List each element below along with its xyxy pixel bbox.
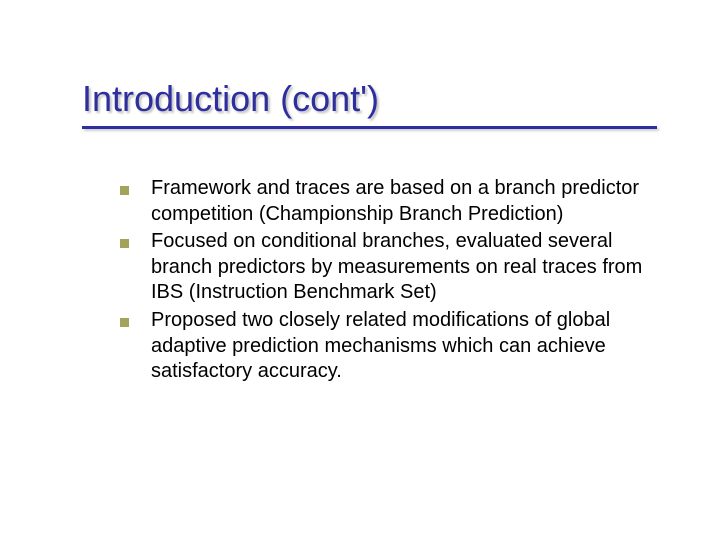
title-block: Introduction (cont') (82, 78, 680, 129)
slide: Introduction (cont') Framework and trace… (0, 0, 720, 540)
slide-title: Introduction (cont') (82, 78, 680, 120)
list-item: Proposed two closely related modificatio… (120, 308, 650, 385)
square-bullet-icon (120, 186, 129, 195)
bullet-text: Proposed two closely related modificatio… (151, 308, 650, 385)
square-bullet-icon (120, 318, 129, 327)
bullet-text: Focused on conditional branches, evaluat… (151, 229, 650, 306)
slide-body: Framework and traces are based on a bran… (120, 176, 650, 387)
title-underline (82, 126, 657, 129)
square-bullet-icon (120, 239, 129, 248)
list-item: Focused on conditional branches, evaluat… (120, 229, 650, 306)
list-item: Framework and traces are based on a bran… (120, 176, 650, 227)
bullet-text: Framework and traces are based on a bran… (151, 176, 650, 227)
